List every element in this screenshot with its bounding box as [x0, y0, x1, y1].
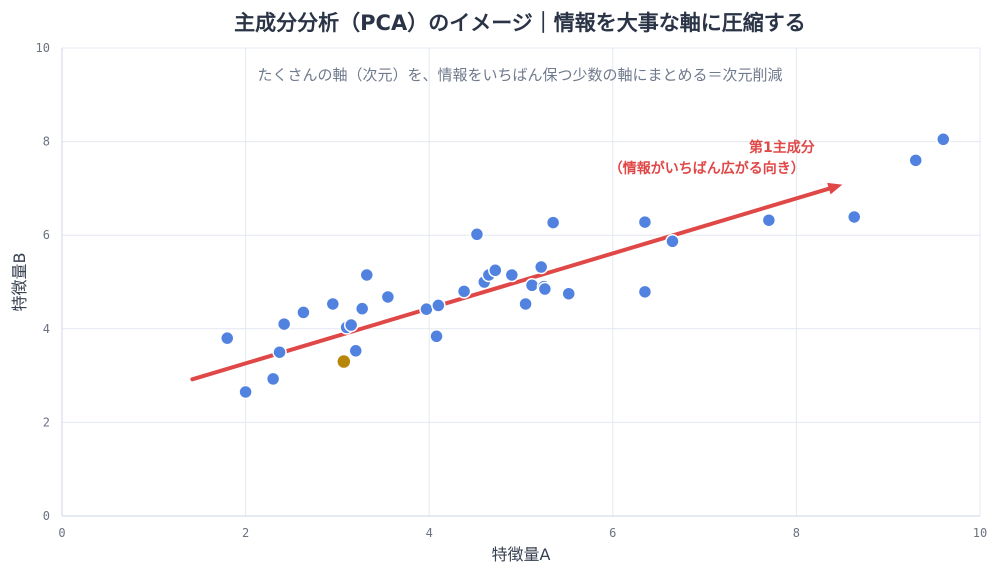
data-point — [846, 209, 862, 225]
data-point — [265, 371, 281, 387]
x-tick-label: 8 — [793, 526, 800, 540]
arrow-shaft — [190, 186, 831, 382]
data-point — [359, 267, 375, 283]
data-point — [380, 289, 396, 305]
grid-lines — [62, 47, 981, 516]
data-point — [533, 259, 549, 275]
y-tick-label: 2 — [43, 415, 50, 429]
data-point — [637, 214, 653, 230]
data-point — [469, 227, 485, 242]
y-tick-label: 4 — [43, 322, 50, 336]
data-point — [325, 296, 341, 312]
x-tick-label: 10 — [973, 526, 987, 540]
data-point — [545, 215, 561, 230]
x-tick-label: 0 — [58, 526, 65, 540]
x-tick-label: 4 — [426, 526, 433, 540]
data-point — [665, 234, 680, 249]
data-point — [419, 301, 434, 317]
data-point — [637, 284, 653, 300]
data-point — [936, 132, 951, 147]
data-point — [272, 344, 287, 360]
data-point — [238, 384, 253, 400]
y-tick-label: 0 — [43, 509, 50, 523]
data-point — [431, 298, 446, 313]
y-tick-label: 8 — [43, 135, 50, 149]
data-point — [296, 305, 311, 320]
x-tick-label: 2 — [242, 526, 249, 540]
axes — [61, 48, 980, 517]
x-tick-label: 6 — [609, 526, 616, 540]
data-point — [354, 301, 370, 316]
annotation-sublabel: （情報がいちばん広がる向き） — [609, 160, 805, 177]
data-point — [488, 263, 503, 278]
arrow-head — [827, 182, 843, 195]
data-point — [518, 296, 533, 312]
data-point — [908, 153, 923, 168]
data-point — [429, 329, 444, 344]
y-tick-label: 6 — [43, 228, 50, 242]
chart-title: 主成分分析（PCA）のイメージ｜情報を大事な軸に圧縮する — [234, 11, 806, 35]
data-point — [524, 278, 540, 293]
data-point — [537, 281, 553, 297]
data-point — [348, 343, 364, 359]
data-point — [761, 212, 777, 228]
data-point — [561, 286, 576, 301]
annotation-label: 第1主成分 — [749, 139, 815, 156]
data-point — [343, 317, 359, 333]
highlighted-point — [336, 353, 352, 370]
data-point — [504, 267, 520, 283]
data-point — [276, 316, 292, 332]
chart-subtitle: たくさんの軸（次元）を、情報をいちばん保つ少数の軸にまとめる＝次元削減 — [257, 66, 782, 84]
x-axis-title: 特徴量A — [492, 545, 551, 564]
tick-labels: 0 2 4 6 8 10 0 2 4 6 8 10 — [36, 41, 988, 540]
principal-component-arrow — [190, 182, 843, 382]
data-points — [219, 132, 951, 400]
data-point — [219, 330, 235, 346]
y-tick-label: 10 — [36, 41, 50, 55]
y-axis-title: 特徴量B — [10, 253, 29, 312]
data-point — [456, 284, 472, 299]
